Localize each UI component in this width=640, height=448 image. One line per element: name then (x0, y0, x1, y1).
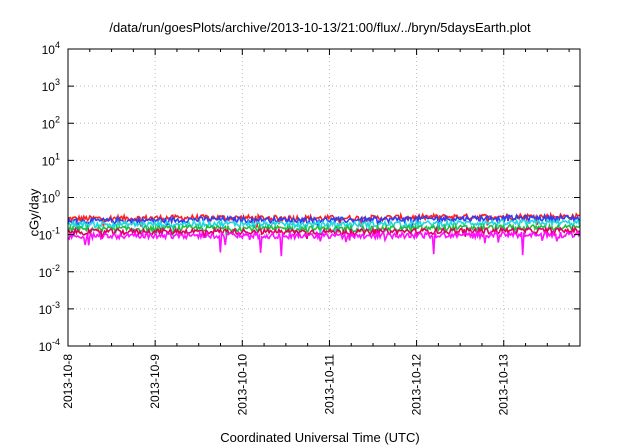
y-tick-label: 103 (42, 77, 60, 94)
x-tick-label: 2013-10-8 (61, 354, 75, 409)
x-tick-label: 2013-10-12 (410, 354, 424, 416)
y-tick-label: 10-4 (39, 337, 60, 354)
series-line-2 (67, 213, 581, 231)
axis-ticks: 10-4 10-3 10-2 10-1 100 101 102 103 104 2013-10-8… (39, 40, 580, 415)
series-group (67, 211, 581, 257)
series-line-3 (67, 218, 581, 236)
y-tick-label: 10-1 (39, 226, 60, 243)
y-tick-label: 102 (42, 114, 60, 131)
grid-lines (68, 49, 580, 346)
x-tick-label: 2013-10-10 (235, 354, 249, 416)
chart-title: /data/run/goesPlots/archive/2013-10-13/2… (109, 20, 531, 35)
y-tick-label: 10-2 (39, 263, 60, 280)
y-axis-label: cGy/day (26, 188, 42, 237)
y-tick-label: 101 (42, 151, 60, 168)
y-tick-label: 10-3 (39, 300, 60, 317)
series-line-6 (67, 229, 581, 257)
x-axis-label: Coordinated Universal Time (UTC) (220, 430, 420, 445)
y-tick-label: 100 (42, 189, 60, 206)
x-tick-label: 2013-10-9 (148, 354, 162, 409)
x-tick-label: 2013-10-11 (322, 354, 336, 415)
x-tick-label: 2013-10-13 (497, 354, 511, 416)
y-tick-label: 104 (42, 40, 60, 57)
